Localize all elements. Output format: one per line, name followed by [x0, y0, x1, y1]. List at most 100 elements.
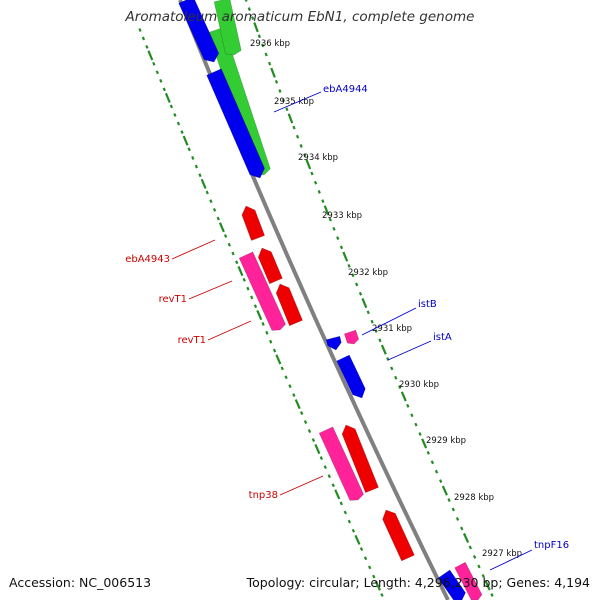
gene-arrow-revT1-b: [275, 283, 303, 327]
inner-ring-tick: [198, 173, 202, 178]
outer-ring-tick: [490, 593, 494, 597]
inner-ring-tick: [173, 113, 177, 117]
outer-ring-tick: [292, 125, 296, 130]
topology-summary: Topology: circular; Length: 4,296,230 bp…: [246, 575, 590, 590]
outer-ring-tick: [332, 226, 336, 231]
inner-ring-tick: [307, 429, 312, 433]
inner-ring-tick: [303, 420, 308, 424]
inner-ring-tick: [180, 130, 184, 135]
inner-ring-tick: [187, 147, 191, 152]
outer-ring-tick: [460, 526, 464, 531]
inner-ring-tick: [327, 474, 331, 479]
gene-arrow-revT1-a: [257, 247, 283, 285]
gene-label: istB: [418, 299, 437, 310]
gene-arrow-blue-top: [178, 0, 220, 63]
inner-ring-tick: [363, 556, 368, 561]
outer-ring-tick: [274, 79, 279, 84]
inner-ring-tick: [191, 156, 195, 160]
inner-ring-tick: [261, 322, 265, 326]
outer-ring-tick: [378, 338, 382, 343]
kbp-label: 2932 kbp: [348, 268, 388, 278]
gene-arrow-pink-small: [343, 329, 360, 345]
inner-ring-tick: [372, 574, 376, 579]
kbp-label: 2936 kbp: [250, 39, 290, 49]
outer-ring-tick: [390, 366, 394, 371]
inner-ring-tick: [272, 348, 277, 353]
inner-ring-tick: [256, 310, 263, 321]
outer-ring-tick: [328, 217, 332, 222]
kbp-label: 2935 kbp: [274, 97, 314, 107]
inner-ring-tick: [380, 593, 384, 597]
outer-ring-tick: [317, 190, 321, 194]
inner-ring-tick: [347, 519, 351, 524]
inner-ring-tick: [164, 92, 171, 103]
outer-ring-tick: [410, 413, 414, 418]
inner-ring-tick: [280, 366, 284, 371]
gene-label: ebA4944: [323, 84, 368, 95]
gene-label-leader: [171, 239, 216, 260]
inner-ring-tick: [311, 438, 316, 442]
inner-ring-tick: [323, 465, 327, 470]
inner-ring-tick: [319, 456, 323, 460]
inner-ring-tick: [359, 547, 364, 551]
gene-arrow-green-top: [213, 0, 242, 56]
gene-arrow-tnp38-pink: [318, 426, 364, 501]
inner-ring-tick: [250, 295, 254, 300]
kbp-label: 2931 kbp: [372, 324, 412, 334]
inner-ring-tick: [216, 216, 220, 221]
inner-ring-tick: [275, 354, 282, 365]
inner-ring-tick: [200, 178, 207, 189]
outer-ring-tick: [268, 61, 272, 66]
outer-ring-tick: [468, 545, 472, 550]
outer-ring-tick: [342, 251, 349, 262]
inner-ring-tick: [141, 36, 146, 41]
gene-label: tnpF16: [534, 540, 569, 551]
inner-ring-tick: [138, 28, 142, 32]
kbp-label: 2929 kbp: [426, 436, 466, 446]
outer-ring-tick: [278, 89, 282, 93]
outer-ring-tick: [285, 107, 289, 112]
outer-ring-tick: [351, 273, 355, 278]
map-title: Aromatoleum aromaticum EbN1, complete ge…: [125, 9, 475, 25]
inner-ring-tick: [194, 164, 199, 169]
gene-arrow-blue-bottom: [437, 569, 466, 600]
outer-ring-tick: [398, 385, 402, 389]
outer-ring-tick: [451, 507, 455, 512]
inner-ring-tick: [343, 510, 347, 515]
outer-ring-tick: [247, 7, 251, 11]
inner-ring-tick: [223, 234, 228, 238]
outer-ring-tick: [257, 34, 261, 39]
inner-ring-tick: [152, 61, 156, 66]
gene-label-leader: [361, 307, 417, 336]
inner-ring-tick: [176, 121, 181, 126]
outer-ring-tick: [394, 375, 398, 380]
gene-label-leader: [489, 549, 533, 571]
inner-ring-tick: [159, 78, 163, 83]
outer-ring-tick: [430, 460, 435, 465]
gene-label: ebA4943: [125, 254, 170, 265]
outer-ring-tick: [472, 555, 477, 559]
outer-ring-tick: [426, 450, 430, 455]
gene-label-leader: [207, 320, 252, 341]
outer-ring-tick: [418, 432, 422, 436]
outer-ring-tick: [447, 498, 451, 502]
outer-ring-tick: [281, 98, 286, 103]
outer-ring-tick: [323, 205, 330, 216]
gene-arrow-pink-revT1: [238, 251, 286, 331]
inner-ring-tick: [354, 534, 361, 545]
outer-ring-tick: [366, 310, 370, 315]
inner-ring-tick: [227, 242, 231, 247]
kbp-label: 2928 kbp: [454, 493, 494, 503]
outer-ring-tick: [264, 52, 268, 57]
inner-ring-tick: [145, 45, 149, 49]
outer-ring-tick: [251, 16, 255, 21]
inner-ring-tick: [339, 501, 343, 506]
inner-ring-tick: [237, 266, 244, 277]
outer-ring-tick: [477, 564, 481, 569]
outer-ring-tick: [347, 263, 351, 268]
outer-ring-tick: [355, 282, 359, 287]
outer-ring-tick: [310, 171, 314, 176]
inner-ring-tick: [288, 384, 292, 389]
inner-ring-tick: [209, 199, 213, 204]
outer-ring-tick: [358, 291, 363, 296]
